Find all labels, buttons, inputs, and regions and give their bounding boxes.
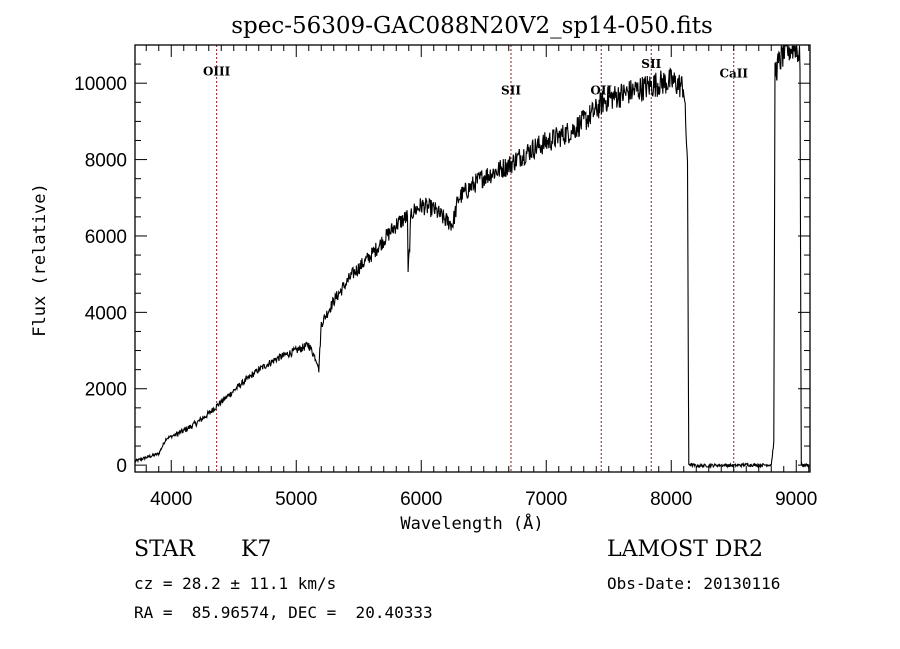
emission-line-label: SII bbox=[501, 84, 521, 98]
spectrum-line bbox=[134, 45, 810, 470]
y-tick-label: 8000 bbox=[85, 151, 127, 172]
observation-date: Obs-Date: 20130116 bbox=[607, 574, 781, 593]
emission-line-label: OIII bbox=[203, 65, 231, 79]
x-tick-label: 6000 bbox=[400, 489, 442, 510]
plot-frame bbox=[134, 44, 811, 473]
emission-line-label: SII bbox=[641, 57, 661, 71]
y-tick-label: 0 bbox=[116, 456, 127, 477]
y-tick-label: 4000 bbox=[85, 303, 127, 324]
x-tick-label: 4000 bbox=[150, 489, 192, 510]
x-tick-label: 5000 bbox=[275, 489, 317, 510]
survey-name: LAMOST DR2 bbox=[607, 537, 763, 562]
redshift-velocity: cz = 28.2 ± 11.1 km/s bbox=[134, 574, 337, 593]
coordinates: RA = 85.96574, DEC = 20.40333 bbox=[134, 603, 433, 622]
chart-title: spec-56309-GAC088N20V2_sp14-050.fits bbox=[231, 13, 713, 39]
x-tick-label: 9000 bbox=[775, 489, 817, 510]
plot-area: OIII SII OII SII CaII bbox=[134, 45, 810, 472]
object-subclass: K7 bbox=[241, 537, 272, 562]
emission-line-label: CaII bbox=[719, 66, 748, 80]
x-tick-label: 7000 bbox=[525, 489, 567, 510]
x-tick-label: 8000 bbox=[650, 489, 692, 510]
y-tick-label: 10000 bbox=[74, 74, 127, 95]
y-axis-label: Flux (relative) bbox=[30, 183, 50, 337]
y-tick-label: 6000 bbox=[85, 227, 127, 248]
y-axis: 0 2000 4000 6000 8000 10000 bbox=[74, 63, 810, 477]
y-tick-label: 2000 bbox=[85, 380, 127, 401]
object-class: STAR bbox=[134, 537, 195, 562]
x-axis: 4000 5000 6000 7000 8000 9000 bbox=[145, 45, 817, 510]
x-axis-label: Wavelength (Å) bbox=[400, 512, 543, 534]
emission-line-label: OII bbox=[590, 84, 612, 98]
